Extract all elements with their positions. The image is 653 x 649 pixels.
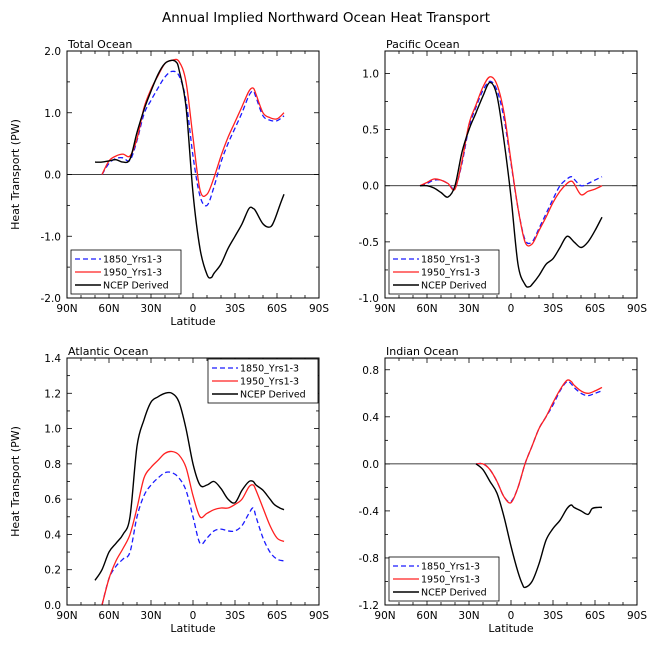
atlantic-xtick-label: 60N	[98, 610, 119, 622]
indian-xtick-label: 30N	[458, 610, 479, 622]
atlantic-ytick-label: 1.4	[44, 353, 61, 365]
atlantic-xtick-label: 90S	[309, 610, 329, 622]
pacific-ytick-label: 0.0	[362, 181, 379, 193]
total-series-s1850-line	[101, 70, 285, 207]
pacific-ytick-label: -1.0	[359, 293, 380, 305]
pacific-legend: 1850_Yrs1-3 1950_Yrs1-3 NCEP Derived	[388, 249, 500, 295]
indian-xtick-label: 60N	[416, 610, 437, 622]
atlantic-xtick-label: 0	[190, 610, 197, 622]
total-legend-box	[70, 249, 182, 295]
indian-xtick-label: 90N	[374, 610, 395, 622]
pacific-series-ncep-line	[419, 81, 603, 288]
total-ytick-label: -1.0	[41, 231, 62, 243]
panel-indian-ocean: 90N 60N 30N 0 30S 60S 90S -1.2 -0.8 -0.4 0.0 0.4 0.8…	[359, 345, 648, 635]
indian-xtick-label: 0	[508, 610, 515, 622]
panel-atlantic-ocean: 90N 60N 30N 0 30S 60S 90S 0.0 0.2 0.4 0.6 0.8 1.0 1.2…	[9, 345, 329, 635]
panel-total-ocean: 90N 60N 30N 0 30S 60S 90S -2.0 -1.0 0.0 1.0 2.0 Tota…	[9, 38, 329, 328]
total-series-s1950-line	[101, 58, 285, 198]
indian-xtick-label: 30S	[543, 610, 563, 622]
total-xtick-label: 60S	[267, 303, 287, 315]
total-x-axis-label: Latitude	[170, 315, 216, 328]
panel-pacific-ocean: 90N 60N 30N 0 30S 60S 90S -1.0 -0.5 0.0 0.5 1.0 Paci…	[359, 38, 648, 315]
indian-xtick-label: 90S	[627, 610, 647, 622]
atlantic-ytick-label: 0.6	[44, 494, 61, 506]
total-xtick-label: 30S	[225, 303, 245, 315]
indian-legend-label-s1850: 1850_Yrs1-3	[421, 562, 480, 573]
atlantic-series-s1950-line	[101, 450, 285, 606]
atlantic-legend-label-ncep: NCEP Derived	[240, 390, 306, 401]
atlantic-series-ncep-line	[94, 391, 285, 581]
pacific-legend-label-s1850: 1850_Yrs1-3	[421, 255, 480, 266]
pacific-panel-title: Pacific Ocean	[386, 38, 460, 51]
total-xtick-label: 90N	[56, 303, 77, 315]
pacific-xtick-label: 90S	[627, 303, 647, 315]
pacific-xtick-label: 30N	[458, 303, 479, 315]
atlantic-legend-label-s1950: 1950_Yrs1-3	[240, 377, 299, 388]
pacific-ytick-label: 1.0	[362, 68, 379, 80]
pacific-xtick-label: 90N	[374, 303, 395, 315]
atlantic-panel-title: Atlantic Ocean	[68, 345, 149, 358]
atlantic-ytick-label: 1.0	[44, 424, 61, 436]
atlantic-legend: 1850_Yrs1-3 1950_Yrs1-3 NCEP Derived	[207, 358, 319, 404]
pacific-legend-label-s1950: 1950_Yrs1-3	[421, 268, 480, 279]
total-panel-title: Total Ocean	[67, 38, 132, 51]
pacific-legend-label-ncep: NCEP Derived	[421, 281, 487, 292]
pacific-ytick-label: 0.5	[362, 125, 379, 137]
total-legend-label-s1950: 1950_Yrs1-3	[103, 268, 162, 279]
total-ytick-label: -2.0	[41, 293, 62, 305]
indian-ytick-label: -0.4	[359, 506, 380, 518]
atlantic-xtick-label: 30S	[225, 610, 245, 622]
atlantic-ytick-label: 1.2	[44, 388, 61, 400]
atlantic-x-axis-label: Latitude	[170, 622, 216, 635]
indian-ytick-label: -0.8	[359, 553, 380, 565]
atlantic-y-axis-label: Heat Transport (PW)	[9, 426, 22, 537]
indian-x-axis-label: Latitude	[488, 622, 534, 635]
atlantic-xtick-label: 30N	[140, 610, 161, 622]
total-xtick-label: 60N	[98, 303, 119, 315]
indian-ytick-label: -1.2	[359, 600, 380, 612]
indian-series-s1950-line	[475, 379, 603, 504]
atlantic-xtick-label: 90N	[56, 610, 77, 622]
total-legend-label-s1850: 1850_Yrs1-3	[103, 255, 162, 266]
atlantic-ytick-label: 0.0	[44, 600, 61, 612]
indian-xtick-label: 60S	[585, 610, 605, 622]
total-ytick-label: 1.0	[44, 108, 61, 120]
indian-ytick-label: 0.0	[362, 459, 379, 471]
atlantic-legend-label-s1850: 1850_Yrs1-3	[240, 364, 299, 375]
atlantic-ytick-label: 0.4	[44, 529, 61, 541]
pacific-xtick-label: 0	[508, 303, 515, 315]
total-xtick-label: 30N	[140, 303, 161, 315]
indian-series-ncep-line	[475, 463, 603, 589]
total-xtick-label: 90S	[309, 303, 329, 315]
pacific-ytick-label: -0.5	[359, 237, 380, 249]
indian-legend-label-s1950: 1950_Yrs1-3	[421, 575, 480, 586]
atlantic-ytick-label: 0.2	[44, 565, 61, 577]
total-xtick-label: 0	[190, 303, 197, 315]
indian-series-s1850-line	[475, 380, 603, 503]
atlantic-series-s1850-line	[101, 471, 285, 606]
total-legend-label-ncep: NCEP Derived	[103, 281, 169, 292]
total-y-axis-label: Heat Transport (PW)	[9, 119, 22, 230]
indian-ytick-label: 0.4	[362, 412, 379, 424]
indian-legend: 1850_Yrs1-3 1950_Yrs1-3 NCEP Derived	[388, 556, 500, 602]
pacific-xtick-label: 60S	[585, 303, 605, 315]
total-series-ncep-line	[94, 59, 285, 279]
total-ytick-label: 0.0	[44, 170, 61, 182]
pacific-series-s1950-line	[419, 76, 603, 247]
indian-panel-title: Indian Ocean	[386, 345, 459, 358]
total-legend: 1850_Yrs1-3 1950_Yrs1-3 NCEP Derived	[70, 249, 182, 295]
indian-legend-label-ncep: NCEP Derived	[421, 588, 487, 599]
indian-ytick-label: 0.8	[362, 365, 379, 377]
total-ytick-label: 2.0	[44, 46, 61, 58]
atlantic-ytick-label: 0.8	[44, 459, 61, 471]
figure-title: Annual Implied Northward Ocean Heat Tran…	[162, 10, 490, 26]
pacific-xtick-label: 30S	[543, 303, 563, 315]
atlantic-xtick-label: 60S	[267, 610, 287, 622]
pacific-xtick-label: 60N	[416, 303, 437, 315]
